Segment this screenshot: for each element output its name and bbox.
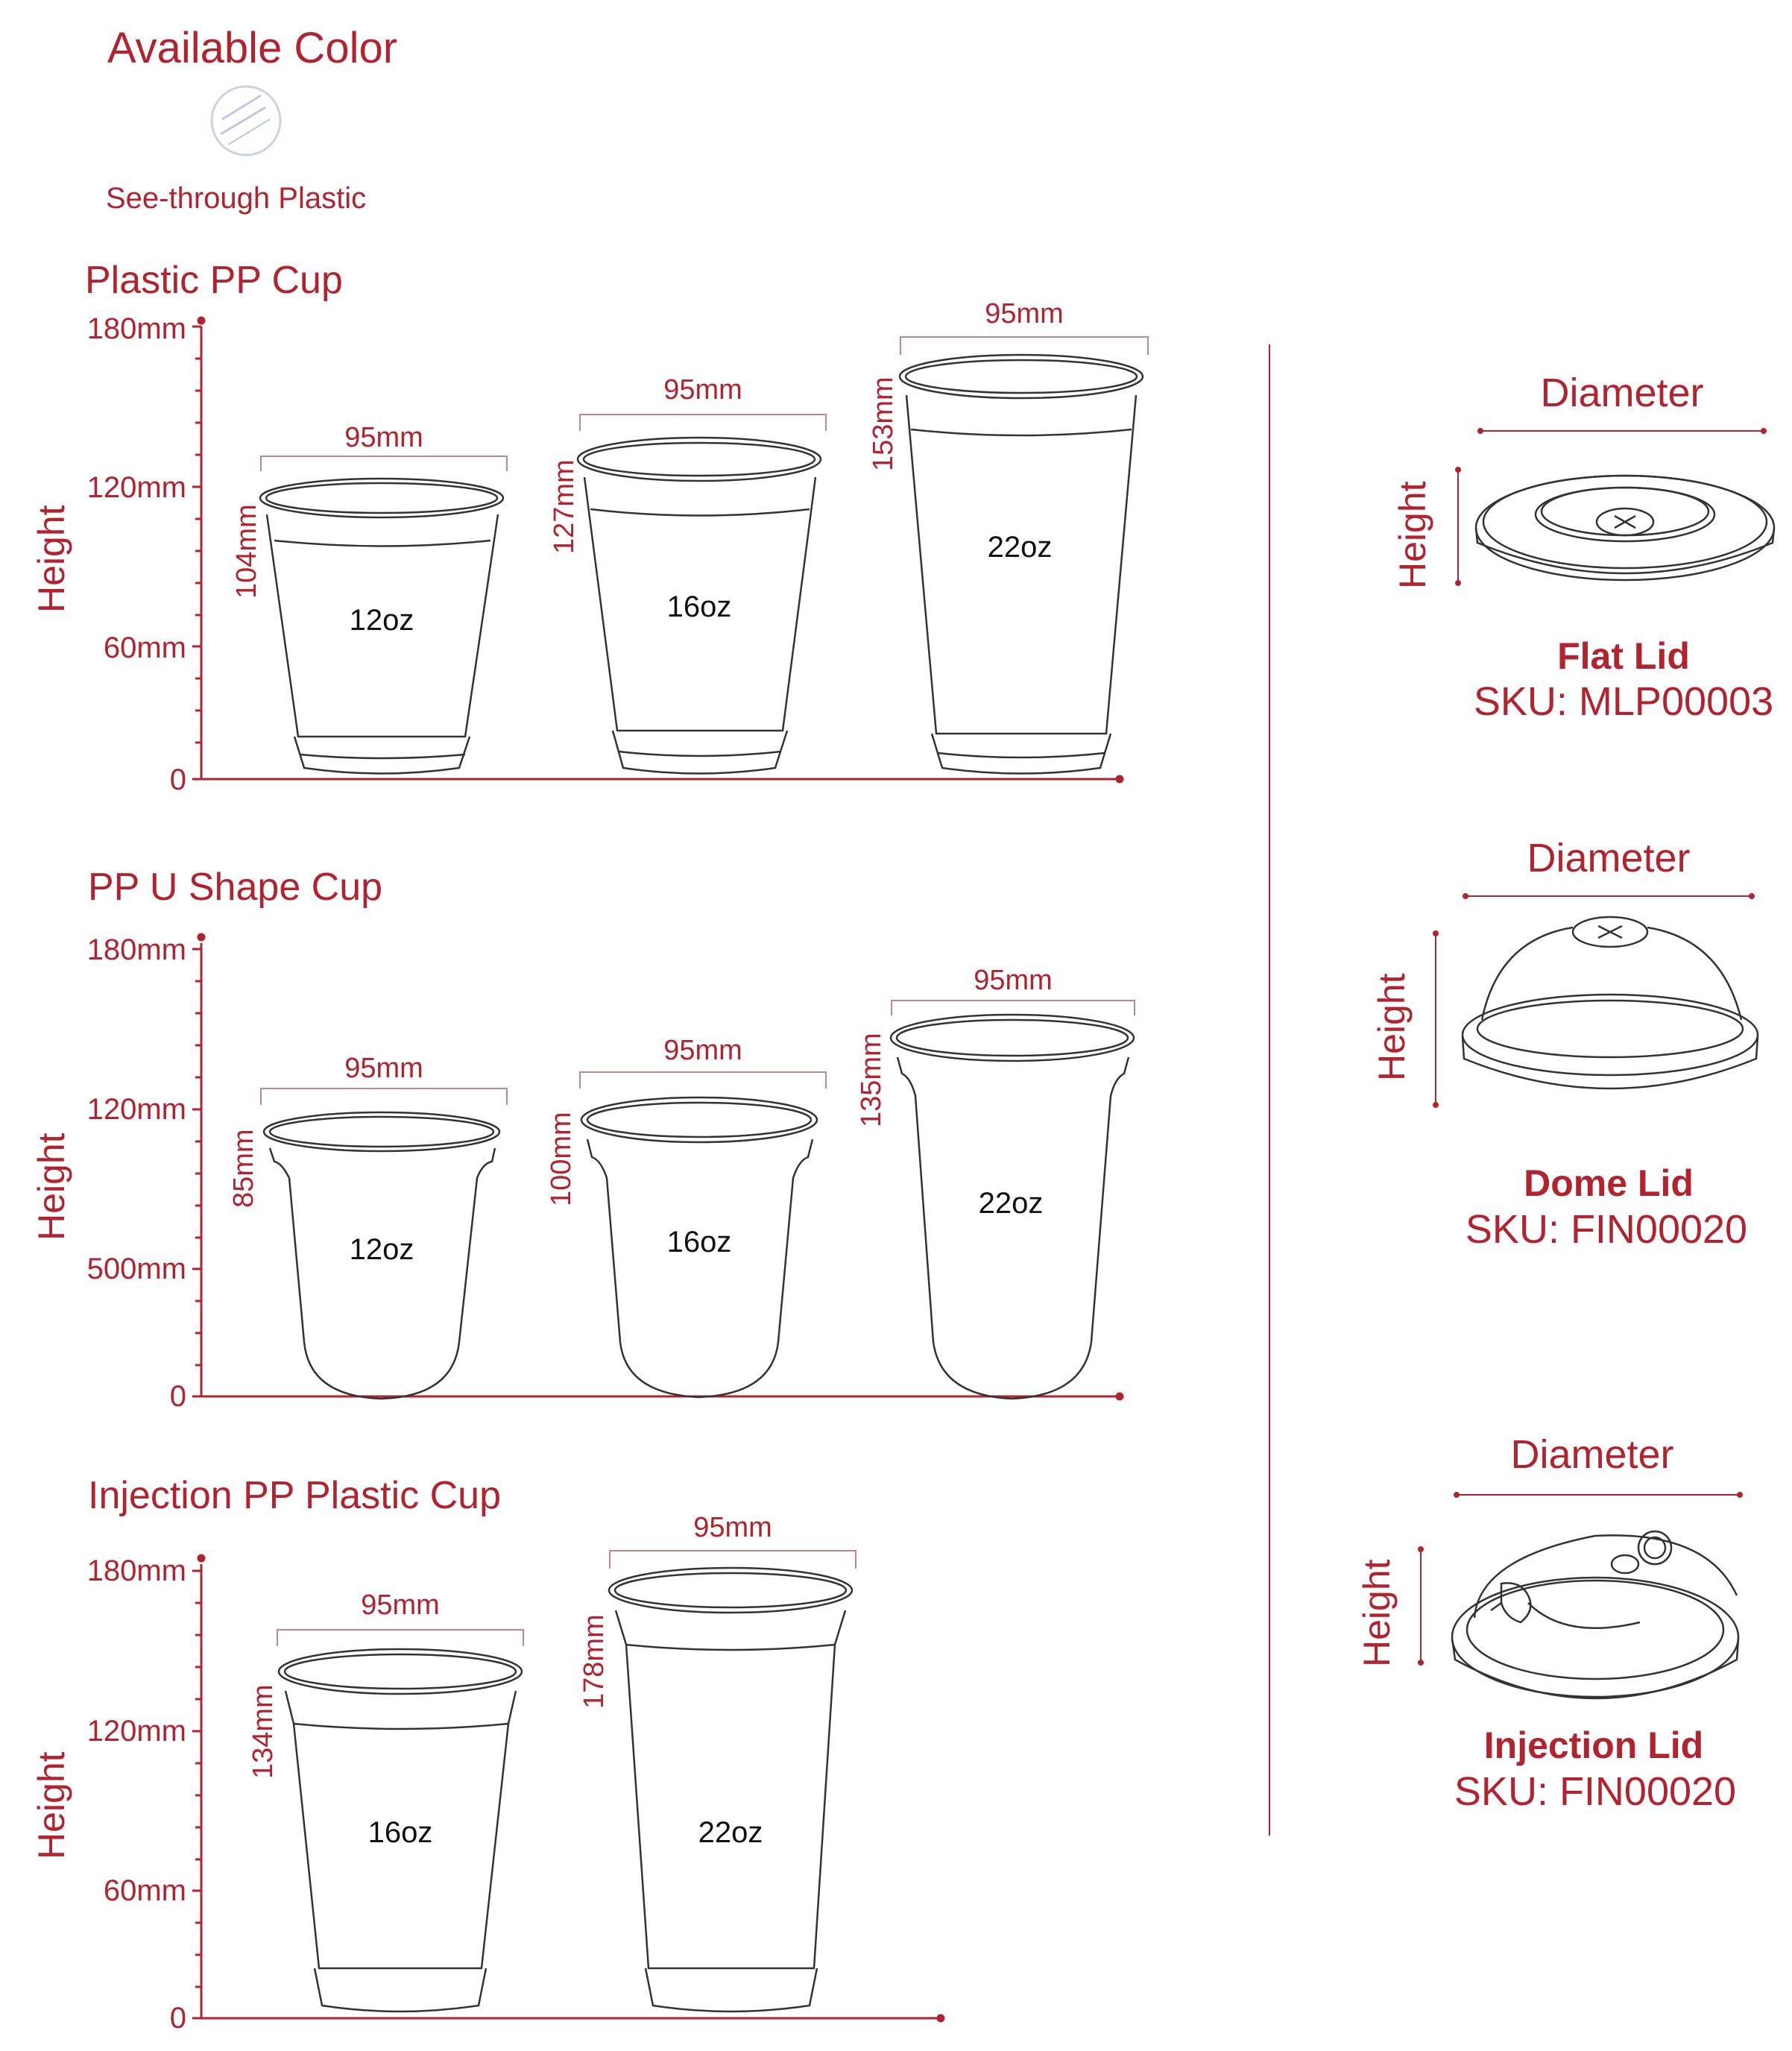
cup-diameter-label: 95mm <box>361 1590 440 1621</box>
cup-size-label: 22oz <box>978 1187 1044 1220</box>
dome-lid-height-label: Height <box>1371 973 1413 1081</box>
y-axis-label: Height <box>31 1751 72 1859</box>
cup-height-label: 127mm <box>549 459 580 554</box>
cup-diameter-label: 95mm <box>663 1035 742 1066</box>
cup-diameter-label: 95mm <box>693 1512 772 1543</box>
flat-lid-diameter-label: Diameter <box>1540 371 1704 415</box>
y-axis-label: Height <box>31 1132 72 1241</box>
cup-size-label: 12oz <box>349 604 414 637</box>
injection-lid-name: Injection Lid <box>1483 1724 1704 1766</box>
axis-injection-pp-cup <box>192 1554 945 2023</box>
tick-label: 500mm <box>86 1253 186 1285</box>
axis-pp-u-shape-cup <box>192 933 1124 1401</box>
cup-drawing-s2-16oz <box>580 1096 818 1399</box>
dim-brackets-s3 <box>277 1550 856 1646</box>
tick-label: 0 <box>169 763 186 796</box>
dome-lid-dims <box>1433 893 1755 1108</box>
tick-label: 120mm <box>86 471 186 504</box>
flat-lid-dims <box>1455 428 1767 586</box>
dim-brackets-s1 <box>260 336 1149 471</box>
injection-lid-drawing <box>1451 1530 1740 1700</box>
cup-drawing-s2-12oz <box>262 1111 501 1400</box>
cup-diameter-label: 95mm <box>663 374 742 406</box>
cup-size-label: 16oz <box>666 590 732 623</box>
cup-size-label: 12oz <box>349 1233 414 1266</box>
cup-drawing-s3-16oz <box>277 1648 523 2013</box>
injection-lid-diameter-label: Diameter <box>1510 1432 1674 1477</box>
section-title-injection-pp-plastic-cup: Injection PP Plastic Cup <box>88 1474 501 1517</box>
cup-height-label: 104mm <box>231 504 262 599</box>
cup-height-label: 134mm <box>247 1684 279 1779</box>
tick-label: 120mm <box>86 1715 186 1748</box>
axis-minor-ticks-3 <box>195 1601 201 1988</box>
cup-drawing-s2-22oz <box>889 1013 1135 1400</box>
dome-lid-name: Dome Lid <box>1524 1162 1694 1204</box>
cup-size-label: 16oz <box>666 1226 732 1258</box>
cup-height-label: 178mm <box>578 1614 610 1709</box>
axis-plastic-pp-cup <box>192 316 1124 784</box>
available-color-title: Available Color <box>107 24 398 72</box>
flat-lid-drawing <box>1474 474 1776 582</box>
axis-minor-ticks-2 <box>195 980 201 1367</box>
dome-lid-drawing <box>1461 916 1759 1090</box>
cup-size-label: 16oz <box>367 1816 433 1849</box>
flat-lid-name: Flat Lid <box>1557 635 1690 677</box>
tick-label: 0 <box>169 1380 186 1413</box>
dome-lid-sku: SKU: FIN00020 <box>1465 1207 1748 1252</box>
cup-height-label: 135mm <box>856 1033 887 1127</box>
cup-diameter-label: 95mm <box>974 965 1053 996</box>
cup-size-label: 22oz <box>987 531 1053 564</box>
see-through-swatch <box>210 85 282 157</box>
cup-height-label: 100mm <box>546 1112 577 1206</box>
tick-label: 180mm <box>86 933 186 966</box>
tick-label: 0 <box>169 2002 186 2035</box>
dim-brackets-s2 <box>260 1000 1135 1105</box>
tick-label: 60mm <box>103 631 186 664</box>
axis-minor-ticks-1 <box>195 357 201 744</box>
flat-lid-sku: SKU: MLP00003 <box>1473 679 1774 724</box>
section-title-plastic-pp-cup: Plastic PP Cup <box>85 259 343 302</box>
cup-drawing-s1-22oz <box>898 353 1144 775</box>
cup-drawing-s3-22oz <box>608 1566 854 2013</box>
flat-lid-height-label: Height <box>1392 481 1433 589</box>
tick-label: 120mm <box>86 1093 186 1126</box>
cup-diameter-label: 95mm <box>985 298 1064 330</box>
see-through-label: See-through Plastic <box>106 182 367 215</box>
cup-height-label: 153mm <box>868 377 899 471</box>
tick-label: 60mm <box>103 1874 186 1907</box>
tick-label: 180mm <box>86 1554 186 1587</box>
section-title-pp-u-shape-cup: PP U Shape Cup <box>88 866 383 909</box>
cup-diameter-label: 95mm <box>344 422 423 453</box>
y-axis-label: Height <box>31 505 72 613</box>
injection-lid-sku: SKU: FIN00020 <box>1454 1769 1737 1814</box>
cup-diameter-label: 95mm <box>344 1053 423 1084</box>
tick-label: 180mm <box>86 312 186 345</box>
cup-drawing-s1-16oz <box>576 436 822 775</box>
dome-lid-diameter-label: Diameter <box>1527 836 1691 880</box>
injection-lid-dims <box>1418 1492 1743 1666</box>
cup-height-label: 85mm <box>228 1129 259 1208</box>
cup-size-label: 22oz <box>698 1816 763 1849</box>
injection-lid-height-label: Height <box>1356 1559 1398 1667</box>
cup-drawing-s1-12oz <box>259 477 505 775</box>
